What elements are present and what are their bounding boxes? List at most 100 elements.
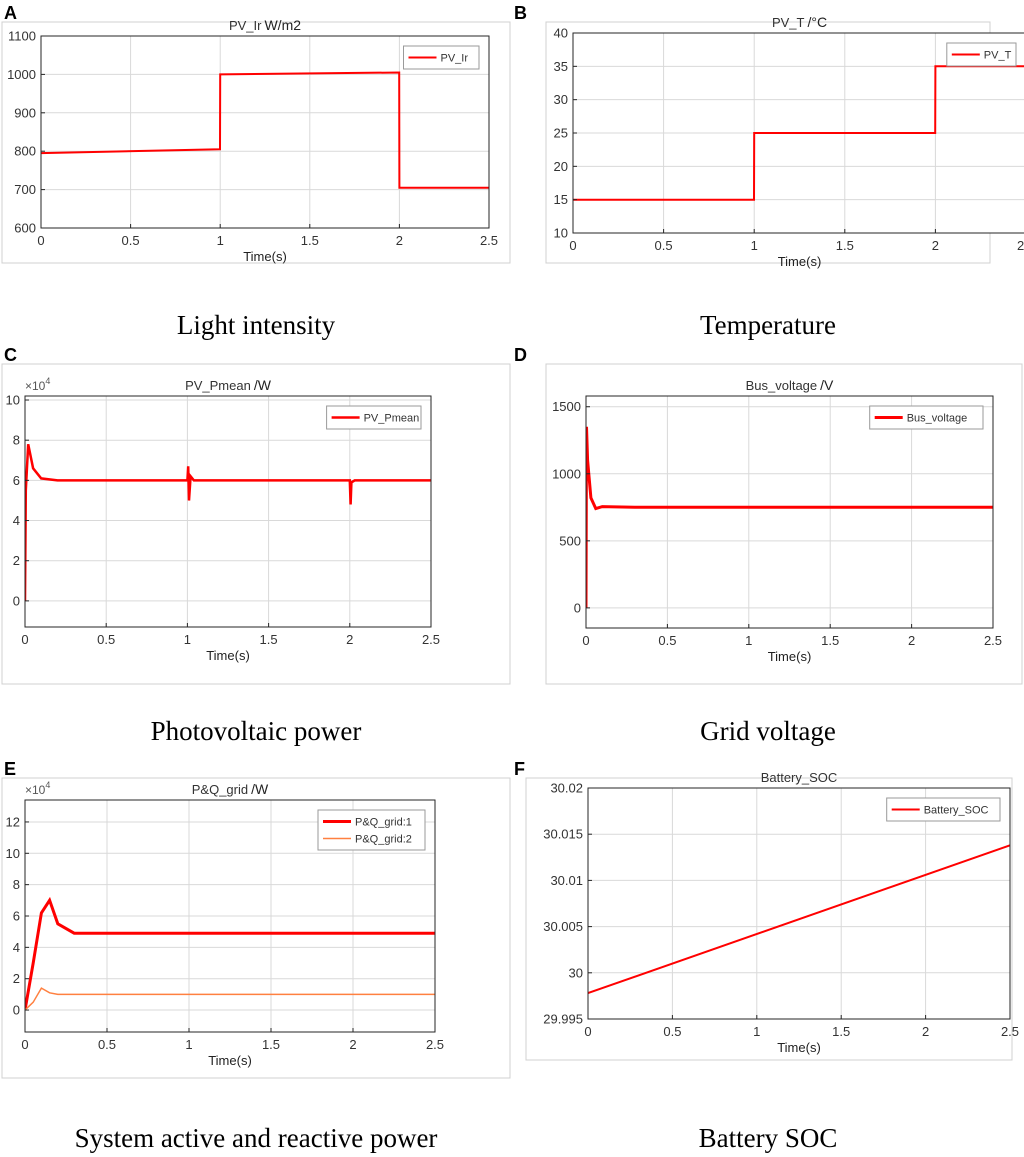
- y-tick-label: 2: [13, 553, 20, 568]
- y-tick-label: 10: [6, 846, 20, 861]
- y-exponent-label: ×104: [25, 376, 50, 393]
- y-tick-label: 35: [554, 59, 568, 74]
- y-tick-label: 30: [554, 92, 568, 107]
- x-tick-label: 1.5: [836, 238, 854, 253]
- x-tick-label: 2: [346, 632, 353, 647]
- x-tick-label: 0.5: [97, 632, 115, 647]
- series-line-1: [25, 443, 431, 601]
- x-tick-label: 1: [184, 632, 191, 647]
- y-tick-label: 30.015: [543, 827, 583, 842]
- x-tick-label: 1: [217, 233, 224, 248]
- y-tick-label: 700: [14, 182, 36, 197]
- x-tick-label: 0: [584, 1024, 591, 1039]
- caption-photovoltaic-power: Photovoltaic power: [150, 716, 362, 746]
- x-tick-label: 0.5: [658, 633, 676, 648]
- x-tick-label: 0: [37, 233, 44, 248]
- series-line-1: [586, 426, 993, 608]
- caption-light-intensity: Light intensity: [176, 310, 336, 340]
- chart-title-unit: /W: [251, 781, 269, 797]
- plot-area: [588, 788, 1010, 1019]
- y-tick-label: 900: [14, 105, 36, 120]
- chart-title: PV_Pmean/W: [185, 377, 272, 393]
- x-tick-label: 1.5: [301, 233, 319, 248]
- x-tick-label: 0.5: [98, 1037, 116, 1052]
- x-tick-label: 0.5: [655, 238, 673, 253]
- series-line-1: [588, 844, 1011, 995]
- panel-c: C 0 0.5 1 1.5 2 2.5 0 2 4 6 8 10 ×104 PV_Pmean/W Time(…: [0, 342, 512, 702]
- x-tick-label: 1: [753, 1024, 760, 1039]
- x-tick-label: 2: [349, 1037, 356, 1052]
- y-tick-label: 800: [14, 144, 36, 159]
- caption-grid-voltage: Grid voltage: [700, 716, 836, 746]
- y-tick-label: 30.005: [543, 919, 583, 934]
- y-tick-label: 4: [13, 513, 20, 528]
- y-tick-label: 6: [13, 909, 20, 924]
- panel-letter-e: E: [4, 759, 17, 779]
- y-tick-label: 30.01: [550, 873, 583, 888]
- plot-area: [586, 396, 993, 628]
- x-tick-label: 1.5: [821, 633, 839, 648]
- panel-letter-a: A: [4, 3, 17, 23]
- x-tick-label: 2.5: [1001, 1024, 1019, 1039]
- x-tick-label: 0.5: [122, 233, 140, 248]
- chart-title-text: PV_Ir: [229, 18, 262, 33]
- series-line-2: [25, 987, 435, 1011]
- chart-title: PV_Ir W/m2: [229, 17, 301, 33]
- chart-title-unit: /V: [820, 377, 834, 393]
- panel-b: B 00.511.522.510152025303540PV_T/°CTime(…: [512, 0, 1024, 290]
- legend-box: [326, 405, 422, 430]
- chart-e: 0 0.5 1 1.5 2 2.5 0 2 4 6 8 10 12 ×104 P&Q_grid/W Time(…: [1, 777, 511, 1079]
- y-tick-label: 6: [13, 473, 20, 488]
- legend-box: [317, 809, 426, 851]
- axes-box: [585, 395, 994, 629]
- x-tick-label: 1.5: [262, 1037, 280, 1052]
- panel-a: A 0 0.5 1 1.5 2 2.5 600 700 800 900 1000 1100 PV_Ir W…: [0, 0, 512, 290]
- x-tick-label: 2.5: [1017, 238, 1024, 253]
- axes-box: [40, 35, 490, 229]
- x-tick-label: 2: [932, 238, 939, 253]
- y-exponent-power: 4: [45, 780, 50, 790]
- y-tick-label: 30.02: [550, 781, 583, 796]
- chart-title-unit: /°C: [807, 14, 827, 30]
- panel-f: F 0 0.5 1 1.5 2 2.5 29.995 30 30.005 30.01 30.015 3…: [512, 756, 1024, 1096]
- chart-f: 0 0.5 1 1.5 2 2.5 29.995 30 30.005 30.01 30.015 30.…: [525, 770, 1019, 1061]
- chart-title-text: Bus_voltage: [746, 378, 818, 393]
- chart-title-unit: W/m2: [264, 17, 301, 33]
- legend-label-2: P&Q_grid:2: [355, 834, 412, 846]
- y-tick-label: 1500: [552, 399, 581, 414]
- y-tick-label: 600: [14, 221, 36, 236]
- chart-title-unit: /W: [254, 377, 272, 393]
- y-tick-label: 40: [554, 26, 568, 41]
- y-tick-label: 10: [554, 226, 568, 241]
- legend-box: [403, 45, 480, 70]
- legend-label-1: P&Q_grid:1: [355, 817, 412, 829]
- legend-box: [886, 797, 1001, 822]
- chart-title-text: P&Q_grid: [192, 782, 248, 797]
- y-exponent-label: ×104: [25, 780, 50, 797]
- x-tick-label: 2.5: [426, 1037, 444, 1052]
- x-tick-label: 0: [21, 1037, 28, 1052]
- y-tick-label: 1000: [552, 466, 581, 481]
- x-axis-label: Time(s): [777, 1040, 821, 1055]
- axes-box: [587, 787, 1011, 1020]
- legend-label-1: PV_T: [984, 50, 1012, 62]
- legend-label-1: Battery_SOC: [924, 805, 989, 817]
- panel-letter-f: F: [514, 759, 525, 779]
- legend-box: [946, 42, 1017, 67]
- x-axis-label: Time(s): [243, 249, 287, 264]
- chart-title: PV_T/°C: [772, 14, 827, 30]
- chart-d: 0 0.5 1 1.5 2 2.5 0 500 1000 1500 Bus_voltage/V Tim…: [545, 363, 1023, 685]
- y-tick-label: 8: [13, 433, 20, 448]
- x-tick-label: 1: [751, 238, 758, 253]
- legend-label-1: Bus_voltage: [907, 413, 968, 425]
- x-tick-label: 1.5: [832, 1024, 850, 1039]
- y-tick-label: 500: [559, 533, 581, 548]
- chart-title: Battery_SOC: [761, 770, 838, 785]
- y-tick-label: 0: [13, 1003, 20, 1018]
- panel-letter-c: C: [4, 345, 17, 365]
- y-tick-label: 30: [569, 965, 583, 980]
- x-tick-label: 2.5: [984, 633, 1002, 648]
- chart-title: Bus_voltage/V: [746, 377, 834, 393]
- x-tick-label: 0: [21, 632, 28, 647]
